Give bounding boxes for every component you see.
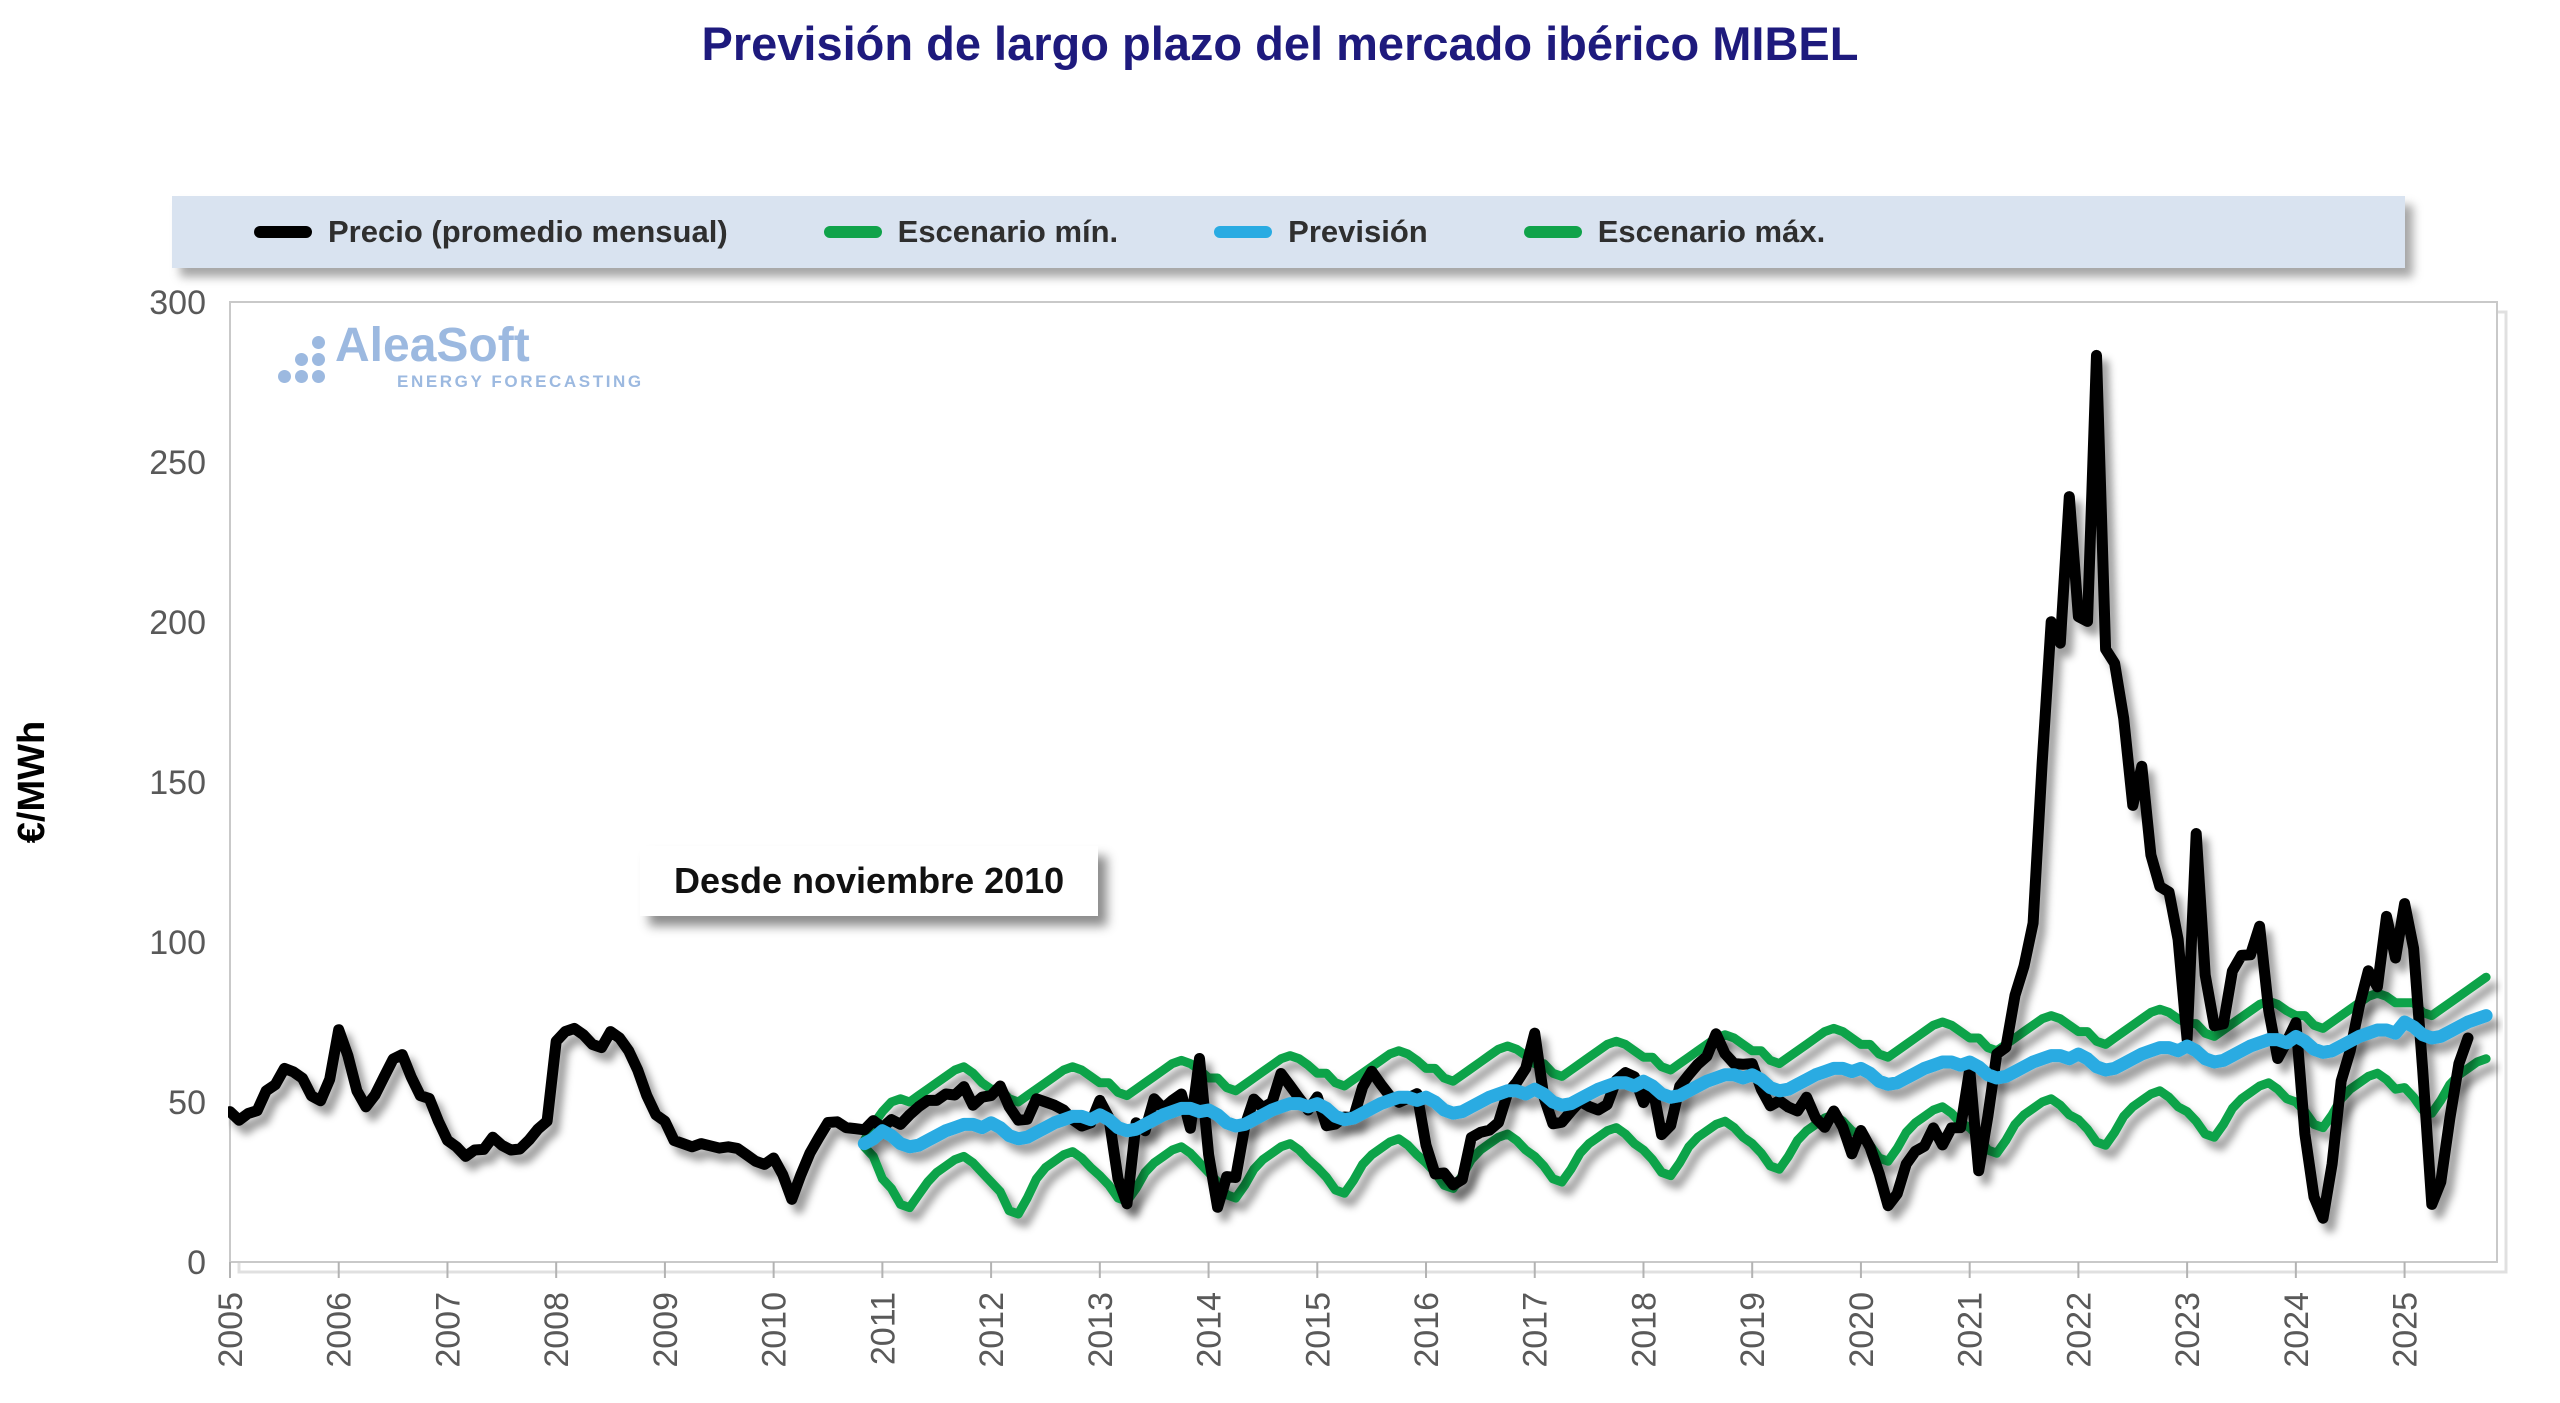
y-tick-label: 200 [149,604,206,642]
y-tick-label: 0 [187,1244,206,1282]
page-title: Previsión de largo plazo del mercado ibé… [701,17,1859,70]
series-line-previsi-n [857,1009,2493,1154]
legend-swatch [823,226,882,238]
logo-brand-text: AleaSoft [335,319,530,372]
legend-label: Previsión [1288,214,1428,249]
series-line-escenario-m-x- [859,972,2491,1145]
legend-label: Escenario máx. [1597,214,1826,249]
x-tick-label: 2013 [1082,1292,1120,1368]
x-tick-label: 2017 [1517,1292,1555,1368]
x-tick-label: 2015 [1299,1292,1337,1368]
x-tick-label: 2005 [212,1292,250,1368]
x-tick-label: 2014 [1191,1292,1229,1368]
y-tick-label: 100 [149,924,206,962]
legend-swatch [1523,226,1582,238]
aleasoft-logo: AleaSoft ENERGY FORECASTING [278,322,644,392]
x-tick-label: 2025 [2387,1292,2425,1368]
legend-label: Precio (promedio mensual) [328,214,728,249]
x-tick-label: 2009 [647,1292,685,1368]
annotation-desde-noviembre: Desde noviembre 2010 [640,846,1099,916]
series-line-escenario-m-n- [859,1054,2491,1219]
x-tick-label: 2020 [1843,1292,1881,1368]
x-tick-label: 2010 [756,1292,794,1368]
y-tick-label: 50 [168,1084,206,1122]
legend-item-precio: Precio (promedio mensual) [254,214,728,250]
x-tick-label: 2023 [2169,1292,2207,1368]
x-tick-label: 2019 [1734,1292,1772,1368]
legend-item-escenario-max: Escenario máx. [1523,214,1826,250]
y-tick-label: 150 [149,764,206,802]
series-group [228,349,2493,1224]
y-axis-title: €/MWh [11,721,53,843]
x-tick-label: 2018 [1625,1292,1663,1368]
logo-tagline-text: ENERGY FORECASTING [397,372,644,391]
aleasoft-dots-icon [278,336,327,385]
legend-swatch [1214,226,1273,238]
x-tick-label: 2022 [2060,1292,2098,1368]
x-tick-label: 2008 [538,1292,576,1368]
legend-item-prevision: Previsión [1214,214,1428,250]
legend-label: Escenario mín. [897,214,1119,249]
legend-swatch [254,226,312,238]
y-tick-label: 250 [149,444,206,482]
x-tick-label: 2007 [429,1292,467,1368]
x-tick-label: 2006 [321,1292,359,1368]
chart-legend: Precio (promedio mensual) Escenario mín.… [172,196,2405,268]
x-tick-label: 2016 [1408,1292,1446,1368]
legend-item-escenario-min: Escenario mín. [823,214,1119,250]
x-tick-label: 2011 [864,1292,902,1365]
x-tick-label: 2012 [973,1292,1011,1368]
x-tick-label: 2021 [1952,1292,1990,1368]
y-tick-label: 300 [149,284,206,322]
x-tick-label: 2024 [2278,1292,2316,1368]
